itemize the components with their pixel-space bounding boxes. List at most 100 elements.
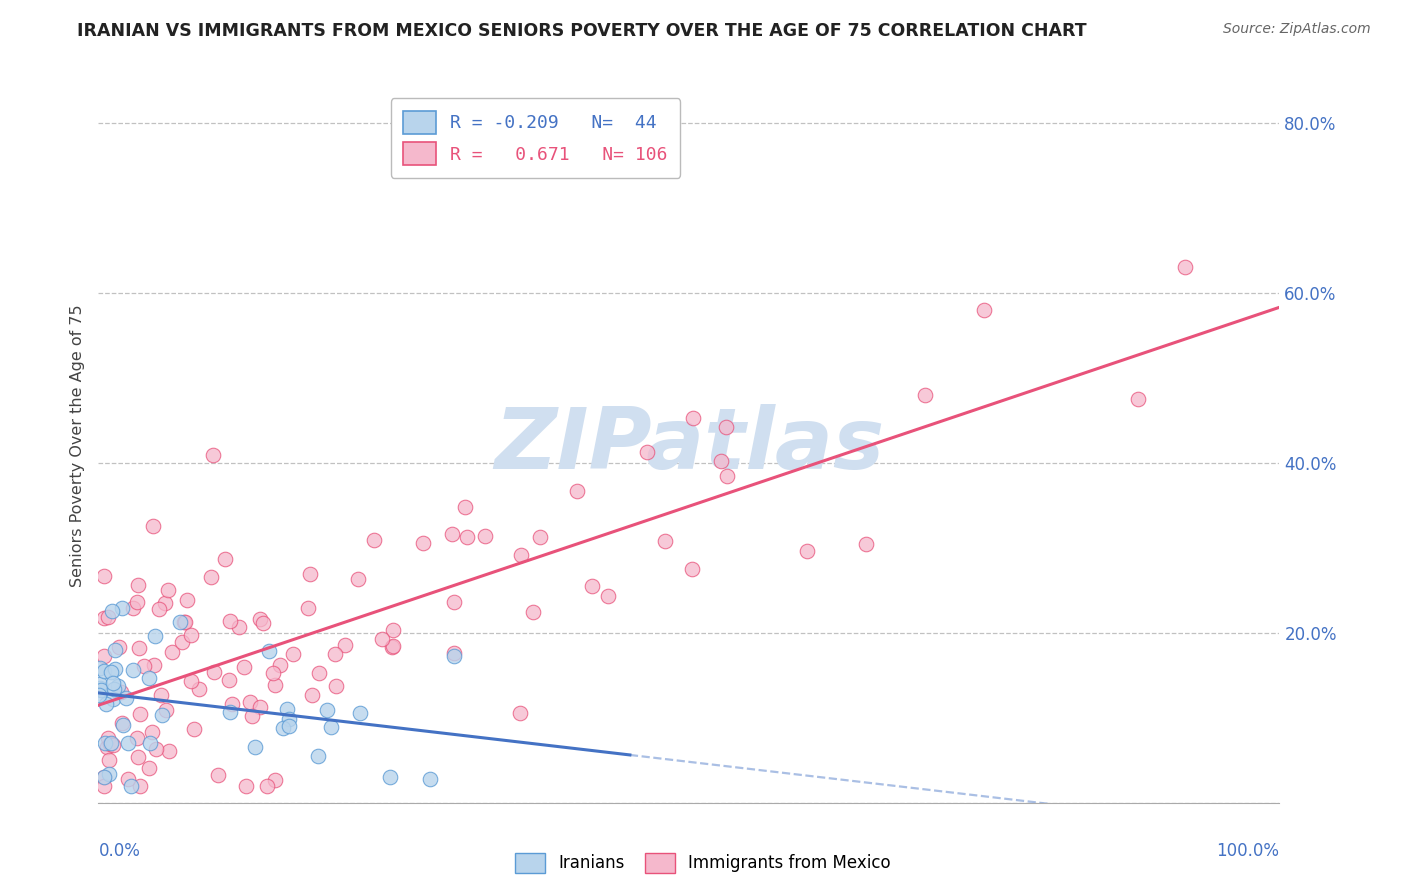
Text: ZIPatlas: ZIPatlas [494,404,884,488]
Point [148,601,170,615]
Point [278,719,301,733]
Point [412,536,434,550]
Point [598,589,620,603]
Point [333,638,356,652]
Point [201,448,224,462]
Point [796,544,818,558]
Point [114,690,136,705]
Point [214,552,236,566]
Point [454,500,477,514]
Point [381,640,404,655]
Legend: Iranians, Immigrants from Mexico: Iranians, Immigrants from Mexico [509,847,897,880]
Point [1174,260,1197,274]
Point [443,646,465,660]
Point [232,659,254,673]
Point [142,519,165,533]
Point [235,779,257,793]
Point [264,772,287,787]
Point [96,739,118,754]
Point [89,660,111,674]
Point [153,596,176,610]
Point [172,634,194,648]
Point [103,691,125,706]
Point [90,683,112,698]
Point [150,708,173,723]
Point [581,579,603,593]
Point [138,671,160,685]
Point [89,681,111,696]
Point [256,779,278,793]
Point [207,768,229,782]
Point [297,601,319,615]
Point [381,640,404,654]
Point [156,582,179,597]
Point [94,736,117,750]
Point [716,420,738,434]
Point [93,770,115,784]
Point [183,722,205,736]
Point [111,600,134,615]
Point [307,749,329,764]
Point [120,780,142,794]
Point [371,632,394,646]
Text: 100.0%: 100.0% [1216,842,1279,860]
Point [134,658,156,673]
Point [257,643,280,657]
Point [93,664,115,678]
Point [111,715,134,730]
Point [654,533,676,548]
Point [456,530,478,544]
Point [150,688,173,702]
Legend: R = -0.209   N=  44, R =   0.671   N= 106: R = -0.209 N= 44, R = 0.671 N= 106 [391,98,681,178]
Point [97,609,120,624]
Point [249,612,271,626]
Point [141,725,163,739]
Point [93,770,115,784]
Point [363,533,385,547]
Point [281,647,304,661]
Text: 0.0%: 0.0% [98,842,141,860]
Point [93,569,115,583]
Point [509,549,531,563]
Point [128,707,150,722]
Point [681,561,703,575]
Point [157,744,180,758]
Point [228,620,250,634]
Point [249,699,271,714]
Point [716,468,738,483]
Point [315,703,337,717]
Point [155,703,177,717]
Point [169,615,191,629]
Point [145,741,167,756]
Point [143,629,166,643]
Point [104,643,127,657]
Point [180,628,202,642]
Point [180,674,202,689]
Point [682,410,704,425]
Point [127,750,149,764]
Point [127,578,149,592]
Point [419,772,441,786]
Point [1126,392,1149,407]
Point [94,698,117,712]
Point [522,605,544,619]
Point [101,604,124,618]
Point [565,483,588,498]
Point [117,736,139,750]
Point [93,779,115,793]
Point [636,444,658,458]
Point [202,665,225,679]
Point [93,649,115,664]
Point [240,708,263,723]
Point [973,303,995,318]
Point [347,572,370,586]
Point [98,737,121,751]
Point [138,736,160,750]
Text: IRANIAN VS IMMIGRANTS FROM MEXICO SENIORS POVERTY OVER THE AGE OF 75 CORRELATION: IRANIAN VS IMMIGRANTS FROM MEXICO SENIOR… [77,22,1087,40]
Point [380,770,402,784]
Point [101,676,124,690]
Point [87,688,110,702]
Point [381,623,404,637]
Point [188,681,211,696]
Point [710,453,733,467]
